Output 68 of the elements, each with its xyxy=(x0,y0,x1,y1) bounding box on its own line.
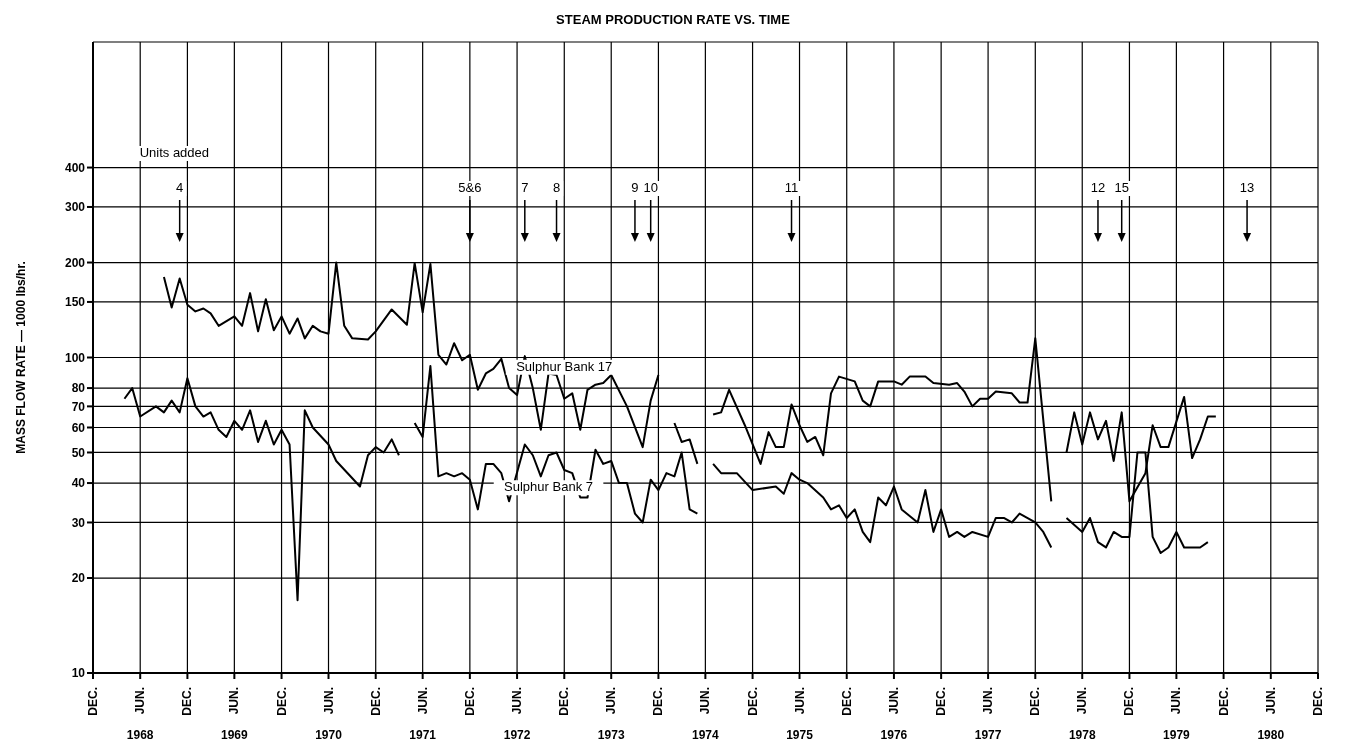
annotation: 8 xyxy=(552,180,561,195)
x2-tick-label: 1977 xyxy=(974,728,1002,742)
x-tick-label: JUN. xyxy=(886,687,901,715)
x-tick-label: DEC. xyxy=(1311,687,1325,716)
y-tick-label: 300 xyxy=(64,200,86,215)
x-tick-label: DEC. xyxy=(462,687,477,716)
x2-tick-label: 1973 xyxy=(597,728,625,742)
x-tick-label: JUN. xyxy=(227,687,242,715)
x2-tick-label: 1971 xyxy=(409,728,437,742)
y-tick-label: 400 xyxy=(64,160,86,175)
x-tick-label: DEC. xyxy=(839,687,854,716)
annotation: 7 xyxy=(521,180,529,195)
annotation: 11 xyxy=(784,180,799,195)
x2-tick-label: 1972 xyxy=(503,728,531,742)
series-label: Sulphur Bank 7 xyxy=(504,479,593,495)
x-tick-label: JUN. xyxy=(792,687,807,715)
series-label: Sulphur Bank 17 xyxy=(516,358,613,374)
x-tick-label: JUN. xyxy=(698,687,713,715)
x-tick-label: JUN. xyxy=(510,687,525,715)
x-tick-label: DEC. xyxy=(86,687,100,716)
annotation: 13 xyxy=(1239,180,1255,195)
x2-tick-label: 1976 xyxy=(880,728,908,742)
annotation: 10 xyxy=(643,180,658,195)
x-tick-label: JUN. xyxy=(1263,687,1278,715)
x2-tick-label: 1970 xyxy=(315,728,343,742)
annotation: Units added xyxy=(139,145,210,160)
x-tick-label: DEC. xyxy=(651,687,666,716)
x2-tick-label: 1968 xyxy=(126,728,154,742)
y-tick-label: 60 xyxy=(71,420,86,435)
x-tick-label: DEC. xyxy=(557,687,572,716)
x2-tick-label: 1974 xyxy=(692,728,720,742)
x2-tick-label: 1979 xyxy=(1163,728,1191,742)
y-tick-label: 200 xyxy=(64,255,86,270)
x-tick-label: JUN. xyxy=(981,687,996,715)
x-tick-label: JUN. xyxy=(1075,687,1090,715)
x-tick-label: DEC. xyxy=(368,687,383,716)
x-tick-label: JUN. xyxy=(1169,687,1184,715)
x-tick-label: DEC. xyxy=(745,687,760,716)
x-tick-label: JUN. xyxy=(604,687,619,715)
y-axis-title: MASS FLOW RATE — 1000 lbs/hr. xyxy=(14,261,29,454)
x2-tick-label: 1978 xyxy=(1068,728,1096,742)
y-tick-label: 40 xyxy=(71,476,86,491)
x-tick-label: DEC. xyxy=(180,687,195,716)
x-tick-label: DEC. xyxy=(274,687,289,716)
chart-title: STEAM PRODUCTION RATE VS. TIME xyxy=(555,11,791,29)
x2-tick-label: 1980 xyxy=(1257,728,1285,742)
x-tick-label: JUN. xyxy=(133,687,148,715)
x-tick-label: DEC. xyxy=(1216,687,1231,716)
y-tick-label: 100 xyxy=(64,350,86,365)
y-tick-label: 30 xyxy=(71,515,86,530)
y-tick-label: 50 xyxy=(71,445,86,460)
x-tick-label: DEC. xyxy=(934,687,949,716)
x-tick-label: JUN. xyxy=(321,687,336,715)
annotation: 5&6 xyxy=(458,180,482,195)
x2-tick-label: 1969 xyxy=(221,728,249,742)
y-tick-label: 80 xyxy=(71,381,86,396)
y-tick-label: 10 xyxy=(71,666,86,681)
x2-tick-label: 1975 xyxy=(786,728,814,742)
annotation: 15 xyxy=(1114,180,1129,195)
x-tick-label: DEC. xyxy=(1122,687,1137,716)
y-tick-label: 70 xyxy=(71,399,86,414)
x-tick-label: DEC. xyxy=(1028,687,1043,716)
annotation: 9 xyxy=(631,180,639,195)
annotation: 12 xyxy=(1090,180,1106,195)
y-tick-label: 150 xyxy=(64,295,86,310)
annotation: 4 xyxy=(176,180,184,195)
y-tick-label: 20 xyxy=(71,571,86,586)
x-tick-label: JUN. xyxy=(415,687,430,715)
